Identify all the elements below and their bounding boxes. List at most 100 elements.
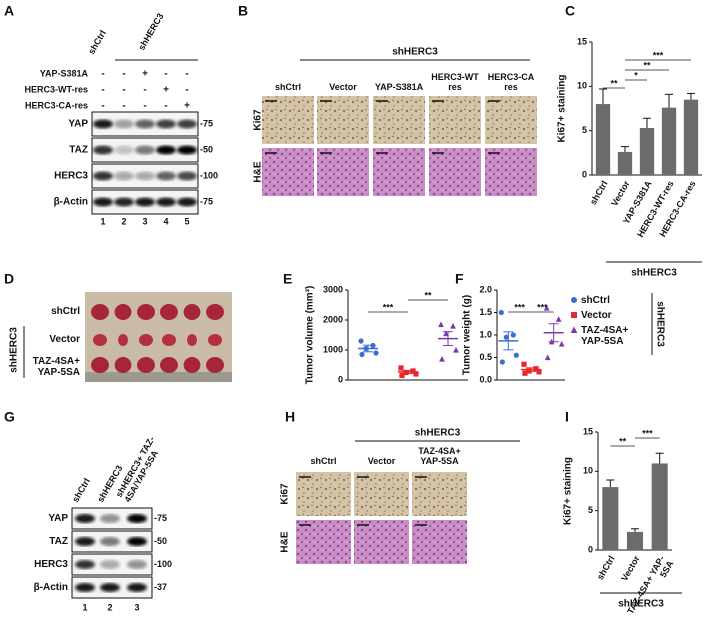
- bar: [602, 487, 619, 550]
- blot-band: [127, 514, 147, 523]
- data-point: [398, 365, 404, 371]
- y-tick-label: 0: [588, 544, 593, 554]
- blot-band: [127, 583, 147, 592]
- data-point: [521, 361, 527, 367]
- mw-marker: -37: [154, 582, 167, 592]
- y-axis-title: Ki67+ staining: [563, 457, 574, 525]
- data-point: [450, 322, 456, 329]
- panel-label: I: [565, 409, 569, 425]
- lane-number: 2: [107, 602, 112, 612]
- condition-mark: +: [184, 101, 190, 112]
- blot-band: [127, 537, 147, 546]
- blot-band: [93, 119, 113, 129]
- data-point: [413, 371, 419, 377]
- data-point: [499, 359, 505, 365]
- group-label: shHERC3: [618, 599, 664, 610]
- mw-marker: -50: [200, 144, 213, 154]
- bar: [651, 463, 668, 550]
- data-point: [543, 304, 550, 311]
- y-axis-title: Tumor volume (mm³): [305, 286, 316, 385]
- tumor: [160, 304, 178, 320]
- data-point: [544, 354, 551, 361]
- column-label: YAP-S381A: [374, 82, 424, 92]
- y-tick-label: 0.0: [479, 374, 492, 384]
- tumor: [208, 334, 222, 346]
- condition-mark: -: [122, 101, 125, 112]
- micrograph: [296, 472, 351, 516]
- tumor: [162, 334, 176, 346]
- panel-label: D: [4, 271, 14, 287]
- tumor: [183, 304, 201, 320]
- condition-mark: -: [185, 69, 188, 80]
- y-tick-label: 15: [583, 426, 593, 436]
- data-point: [453, 346, 459, 353]
- y-tick-label: 10: [583, 466, 593, 476]
- blot-band: [135, 171, 155, 181]
- bar: [661, 107, 677, 175]
- tumor: [114, 357, 132, 373]
- data-point: [358, 338, 364, 344]
- blot-band: [75, 560, 95, 569]
- y-tick-label: 5: [588, 505, 593, 515]
- y-tick-label: 0.5: [479, 352, 492, 362]
- blot-band: [114, 119, 134, 129]
- blot-band: [177, 119, 197, 129]
- blot-band: [114, 145, 134, 155]
- condition-mark: -: [143, 85, 146, 96]
- micrograph: [296, 520, 351, 564]
- bar: [595, 104, 611, 175]
- mw-marker: -75: [200, 118, 213, 128]
- panel-label: A: [4, 3, 14, 19]
- significance-label: **: [424, 290, 432, 300]
- blot-band: [135, 197, 155, 207]
- significance-label: ***: [514, 302, 525, 312]
- blot-band: [93, 171, 113, 181]
- tumor: [118, 334, 128, 346]
- mw-marker: -100: [200, 170, 218, 180]
- blot-band: [156, 145, 176, 155]
- condition-mark: -: [143, 101, 146, 112]
- data-point: [522, 370, 528, 376]
- ruler: [85, 372, 232, 382]
- tumor: [91, 357, 109, 373]
- mw-marker: -75: [154, 513, 167, 523]
- y-tick-label: 1.5: [479, 307, 492, 317]
- tumor: [139, 334, 153, 346]
- group-label: shHERC3: [392, 47, 438, 58]
- legend-marker: [571, 297, 577, 303]
- micrograph: [485, 96, 537, 144]
- blot-band: [127, 560, 147, 569]
- blot-label: HERC3: [34, 559, 68, 570]
- data-point: [438, 321, 444, 328]
- blot-label: HERC3: [54, 171, 88, 182]
- significance-label: **: [619, 436, 627, 446]
- data-point: [558, 340, 565, 347]
- y-tick-label: 1.0: [479, 329, 492, 339]
- column-label: HERC3-WT res: [431, 72, 479, 92]
- blot-band: [177, 145, 197, 155]
- y-tick-label: 2000: [323, 314, 343, 324]
- blot-band: [100, 583, 120, 592]
- micrograph: [354, 520, 409, 564]
- lane-number: 3: [142, 216, 147, 226]
- lane-number: 3: [134, 602, 139, 612]
- blot-band: [177, 171, 197, 181]
- legend-marker: [570, 326, 578, 333]
- significance-label: **: [610, 78, 618, 88]
- blot-label: YAP: [48, 513, 68, 524]
- micrograph: [412, 520, 467, 564]
- blot-band: [135, 119, 155, 129]
- row-label: H&E: [253, 161, 264, 182]
- data-point: [536, 369, 542, 375]
- blot-band: [100, 537, 120, 546]
- data-point: [498, 309, 504, 316]
- tumor: [183, 357, 201, 373]
- blot-band: [93, 197, 113, 207]
- micrograph: [373, 96, 425, 144]
- row-label: YAP-S381A: [40, 68, 89, 78]
- group-label: shHERC3: [654, 301, 665, 347]
- column-label: HERC3-CA res: [487, 72, 535, 92]
- legend-label: TAZ-4SA+ YAP-5SA: [581, 325, 629, 347]
